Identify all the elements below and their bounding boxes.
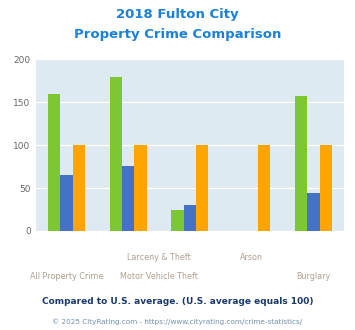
Legend: Fulton City, New York, National: Fulton City, New York, National bbox=[66, 327, 314, 330]
Bar bbox=[134, 145, 147, 231]
Bar bbox=[307, 193, 320, 231]
Text: All Property Crime: All Property Crime bbox=[29, 272, 103, 281]
Bar bbox=[258, 145, 270, 231]
Bar bbox=[320, 145, 332, 231]
Text: Larceny & Theft: Larceny & Theft bbox=[127, 253, 191, 262]
Text: © 2025 CityRating.com - https://www.cityrating.com/crime-statistics/: © 2025 CityRating.com - https://www.city… bbox=[53, 318, 302, 325]
Text: Arson: Arson bbox=[240, 253, 263, 262]
Bar bbox=[295, 96, 307, 231]
Bar bbox=[48, 94, 60, 231]
Bar bbox=[171, 210, 184, 231]
Bar bbox=[60, 175, 72, 231]
Bar bbox=[122, 166, 134, 231]
Text: 2018 Fulton City: 2018 Fulton City bbox=[116, 8, 239, 21]
Text: Burglary: Burglary bbox=[296, 272, 331, 281]
Text: Property Crime Comparison: Property Crime Comparison bbox=[74, 28, 281, 41]
Bar bbox=[184, 205, 196, 231]
Bar bbox=[196, 145, 208, 231]
Text: Compared to U.S. average. (U.S. average equals 100): Compared to U.S. average. (U.S. average … bbox=[42, 297, 313, 307]
Bar bbox=[110, 77, 122, 231]
Bar bbox=[72, 145, 85, 231]
Text: Motor Vehicle Theft: Motor Vehicle Theft bbox=[120, 272, 198, 281]
